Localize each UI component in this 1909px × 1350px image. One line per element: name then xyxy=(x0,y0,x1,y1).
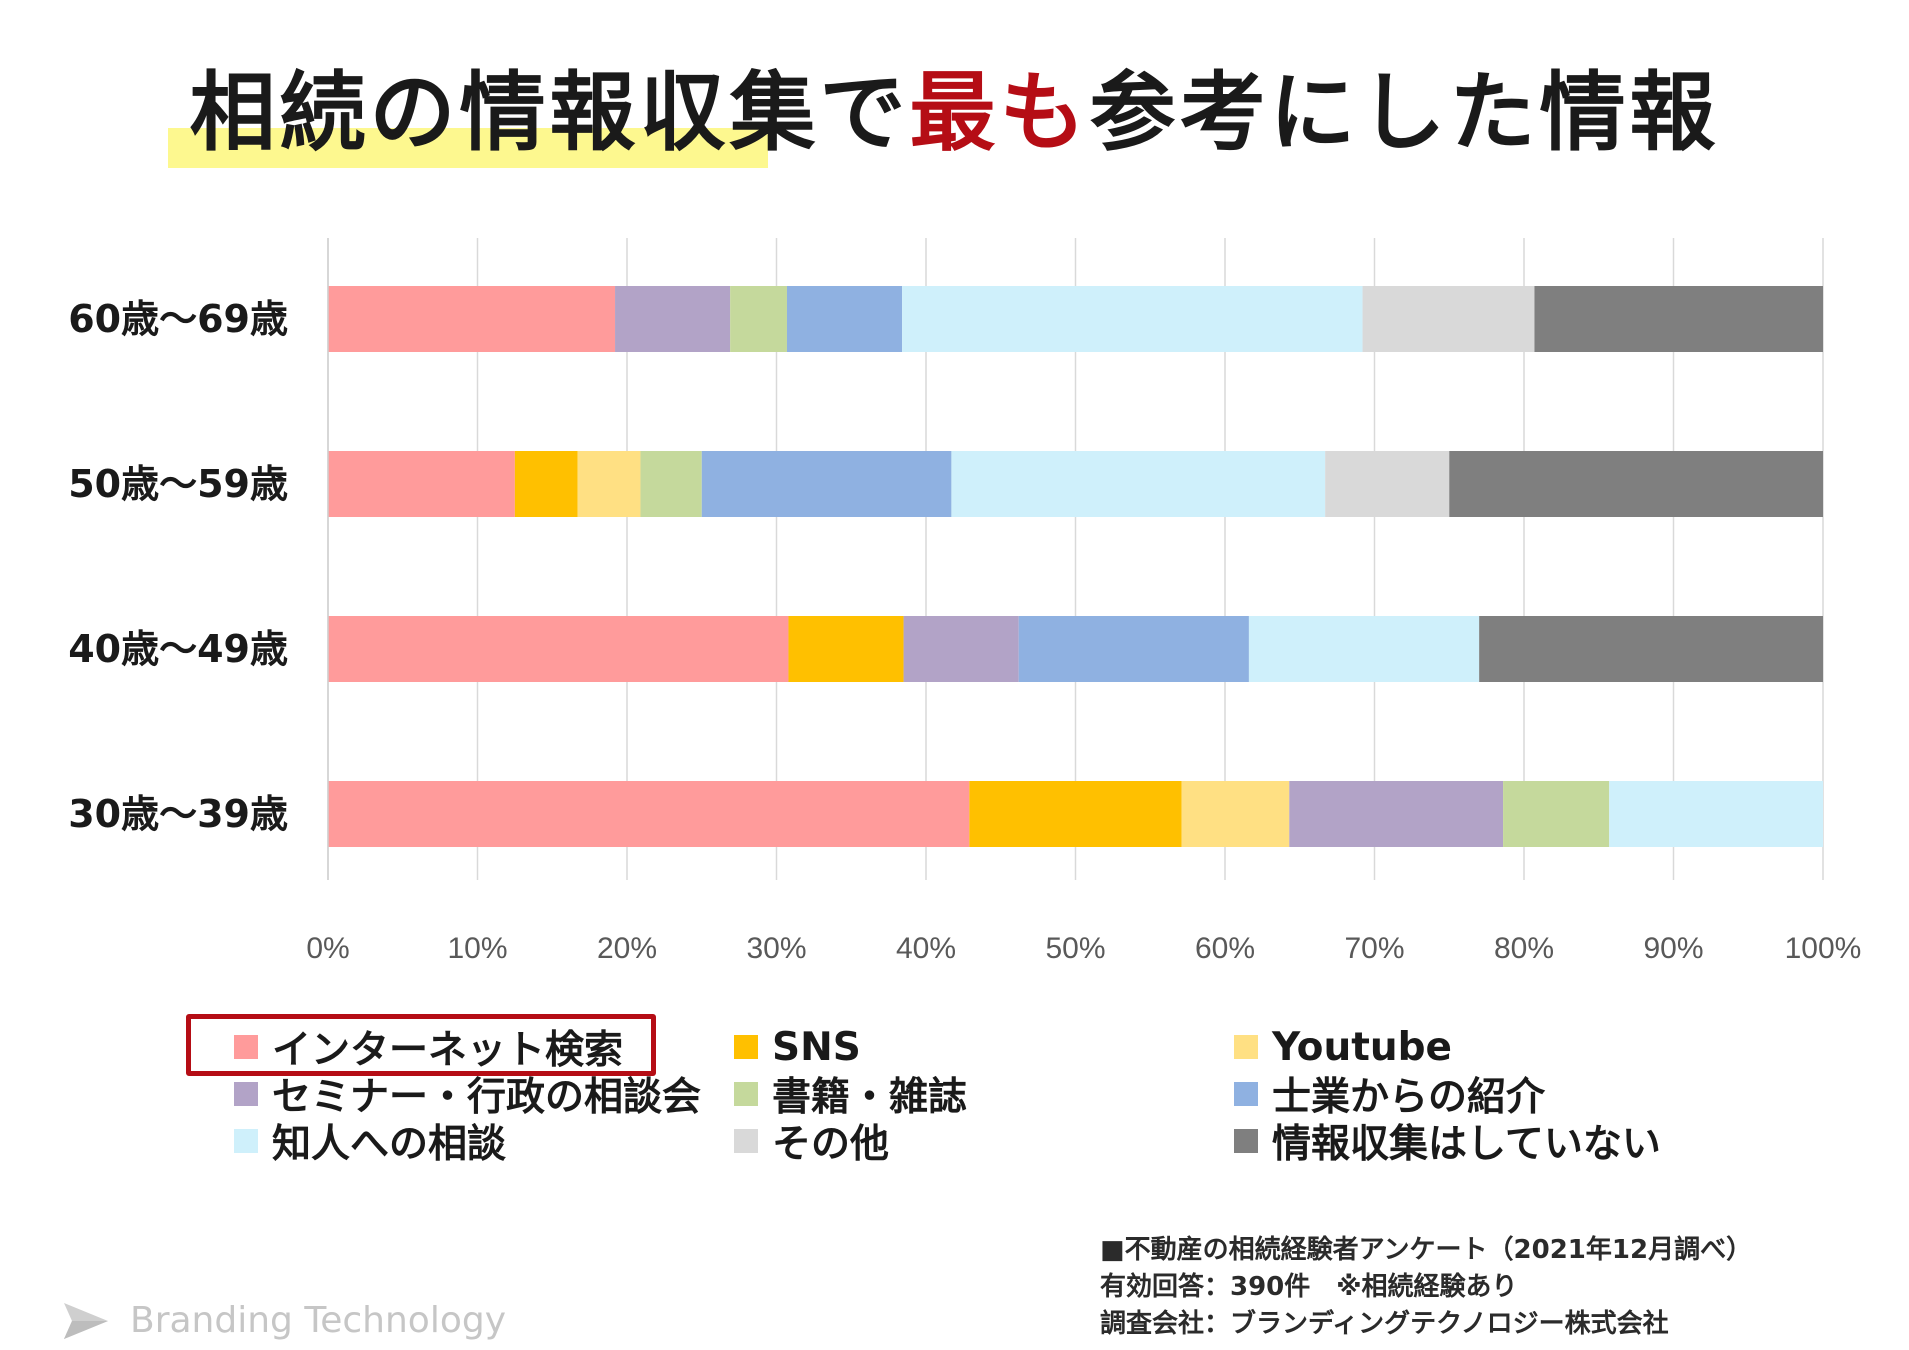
survey-note-line: 有効回答：390件 ※相続経験あり xyxy=(1100,1272,1518,1302)
y-category-label: 40歳～49歳 xyxy=(68,627,288,671)
x-tick-label: 90% xyxy=(1643,932,1703,965)
bar-segment xyxy=(788,616,904,682)
legend-swatch xyxy=(1234,1129,1258,1153)
bar-segment xyxy=(951,451,1326,517)
bar-segment xyxy=(640,451,702,517)
legend-swatch xyxy=(234,1035,258,1059)
legend-label: インターネット検索 xyxy=(272,1028,624,1073)
bar-segment xyxy=(1609,781,1823,847)
legend-swatch xyxy=(1234,1082,1258,1106)
legend-item: SNS xyxy=(734,1024,861,1070)
bar-segment xyxy=(514,451,578,517)
bar-segment xyxy=(328,616,789,682)
legend-item: 情報収集はしていない xyxy=(1234,1118,1661,1167)
x-tick-label: 80% xyxy=(1494,932,1554,965)
chart-title-wrapper: 相続の情報収集で最も参考にした情報 xyxy=(0,62,1909,168)
survey-note-line: ■不動産の相続経験者アンケート（2021年12月調べ） xyxy=(1100,1235,1753,1265)
legend-swatch xyxy=(734,1035,758,1059)
x-tick-label: 70% xyxy=(1344,932,1404,965)
bar-segment xyxy=(1362,286,1535,352)
bar-segment xyxy=(1479,616,1823,682)
x-tick-label: 20% xyxy=(597,932,657,965)
chart-title: 相続の情報収集で最も参考にした情報 xyxy=(167,62,1720,168)
legend-swatch xyxy=(734,1082,758,1106)
bar-segment xyxy=(1289,781,1504,847)
paper-plane-logo-icon xyxy=(64,1302,108,1339)
legend-label: その他 xyxy=(772,1122,890,1167)
legend-highlight-box xyxy=(186,1014,656,1076)
y-category-label: 30歳～39歳 xyxy=(68,792,288,836)
brand-watermark: Branding Technology xyxy=(62,1300,506,1341)
bar-segment xyxy=(730,286,787,352)
legend-item: Youtube xyxy=(1234,1024,1452,1070)
legend-swatch xyxy=(234,1129,258,1153)
survey-note: ■不動産の相続経験者アンケート（2021年12月調べ） 有効回答：390件 ※相… xyxy=(1100,1232,1752,1343)
legend-label: 知人への相談 xyxy=(272,1122,507,1167)
legend-label: 情報収集はしていない xyxy=(1272,1122,1661,1167)
legend-item: その他 xyxy=(734,1118,889,1167)
bar-segment xyxy=(701,451,952,517)
legend-label: 書籍・雑誌 xyxy=(772,1075,968,1120)
bar-segment xyxy=(902,286,1363,352)
bar-segment xyxy=(1534,286,1823,352)
survey-note-line: 調査会社：ブランディングテクノロジー株式会社 xyxy=(1100,1309,1669,1339)
bar-segment xyxy=(615,286,731,352)
legend-label: Youtube xyxy=(1272,1024,1452,1070)
legend-item: 書籍・雑誌 xyxy=(734,1071,967,1120)
x-tick-label: 50% xyxy=(1045,932,1105,965)
legend-item: セミナー・行政の相談会 xyxy=(234,1071,701,1120)
title-part-1: 相続の情報収集で xyxy=(189,63,910,163)
y-category-label: 60歳～69歳 xyxy=(68,297,288,341)
bar-segment xyxy=(328,451,515,517)
legend-swatch xyxy=(234,1082,258,1106)
x-tick-label: 10% xyxy=(447,932,507,965)
legend-item: インターネット検索 xyxy=(234,1024,623,1073)
bar-segment xyxy=(1248,616,1480,682)
title-emphasis: 最も xyxy=(909,63,1090,163)
bar-segment xyxy=(1449,451,1823,517)
bar-segment xyxy=(1018,616,1249,682)
x-tick-label: 0% xyxy=(306,932,349,965)
legend-swatch xyxy=(1234,1035,1258,1059)
bar-segment xyxy=(328,781,970,847)
bar-segment xyxy=(328,286,616,352)
bar-segment xyxy=(969,781,1182,847)
legend-item: 知人への相談 xyxy=(234,1118,506,1167)
brand-name: Branding Technology xyxy=(130,1300,506,1341)
legend-label: 士業からの紹介 xyxy=(1272,1075,1546,1120)
y-category-label: 50歳～59歳 xyxy=(68,462,288,506)
bar-segment xyxy=(1181,781,1290,847)
x-tick-label: 100% xyxy=(1785,932,1862,965)
bar-segment xyxy=(577,451,641,517)
bar-segment xyxy=(1325,451,1450,517)
x-tick-label: 60% xyxy=(1195,932,1255,965)
bar-segment xyxy=(786,286,903,352)
legend-item: 士業からの紹介 xyxy=(1234,1071,1545,1120)
x-tick-label: 30% xyxy=(746,932,806,965)
legend-label: SNS xyxy=(772,1024,861,1070)
title-part-2: 参考にした情報 xyxy=(1089,63,1720,163)
stacked-bar-chart: 0% 10% 20% 30% 40% 50% 60% 70% 80% 90% 100% 60歳～69歳… xyxy=(68,238,1862,965)
x-tick-label: 40% xyxy=(896,932,956,965)
legend-swatch xyxy=(734,1129,758,1153)
legend-label: セミナー・行政の相談会 xyxy=(272,1075,702,1120)
bar-segment xyxy=(903,616,1019,682)
bar-segment xyxy=(1503,781,1610,847)
